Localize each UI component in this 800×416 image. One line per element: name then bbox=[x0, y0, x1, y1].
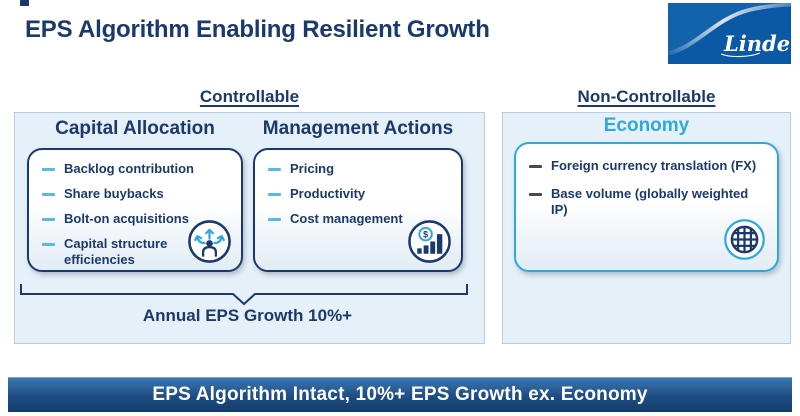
list-item-label: Foreign currency translation (FX) bbox=[551, 158, 757, 173]
list-item-label: Bolt-on acquisitions bbox=[64, 211, 189, 226]
dollar-growth-icon: $ bbox=[408, 220, 451, 263]
economy-box: Foreign currency translation (FX) Base v… bbox=[514, 142, 779, 272]
dash-bullet-icon bbox=[529, 193, 542, 196]
list-item-label: Cost management bbox=[290, 211, 403, 226]
corner-tick bbox=[20, 0, 29, 6]
dash-bullet-icon bbox=[268, 218, 281, 221]
management-actions-box: Pricing Productivity Cost management $ bbox=[253, 148, 463, 272]
dash-bullet-icon bbox=[42, 168, 55, 171]
list-item: Productivity bbox=[268, 186, 451, 202]
globe-icon bbox=[724, 219, 765, 260]
list-item: Base volume (globally weighted IP) bbox=[529, 186, 767, 218]
dash-bullet-icon bbox=[42, 218, 55, 221]
list-item: Bolt-on acquisitions bbox=[42, 211, 231, 227]
list-item-label: Capital structure efficiencies bbox=[64, 236, 168, 267]
svg-text:$: $ bbox=[423, 230, 428, 240]
logo-wordmark: Linde bbox=[723, 31, 790, 56]
economy-title: Economy bbox=[603, 115, 690, 136]
page-title: EPS Algorithm Enabling Resilient Growth bbox=[25, 16, 490, 43]
list-item-label: Productivity bbox=[290, 186, 366, 201]
linde-logo: Linde bbox=[668, 3, 791, 64]
brace-connector bbox=[20, 284, 468, 306]
list-item-label: Backlog contribution bbox=[64, 161, 194, 176]
list-item: Share buybacks bbox=[42, 186, 231, 202]
logo-swoosh-fill bbox=[668, 3, 791, 53]
capital-allocation-title: Capital Allocation bbox=[55, 118, 215, 139]
list-item-label: Base volume (globally weighted IP) bbox=[551, 186, 749, 217]
logo-swoosh-icon bbox=[668, 3, 791, 56]
list-item-label: Pricing bbox=[290, 161, 335, 176]
dash-bullet-icon bbox=[529, 165, 542, 168]
controllable-header: Controllable bbox=[199, 87, 300, 106]
footer-banner: EPS Algorithm Intact, 10%+ EPS Growth ex… bbox=[8, 377, 792, 412]
dash-bullet-icon bbox=[42, 193, 55, 196]
dash-bullet-icon bbox=[268, 168, 281, 171]
list-item: Backlog contribution bbox=[42, 161, 231, 177]
list-item: Pricing bbox=[268, 161, 451, 177]
annual-eps-growth-callout: Annual EPS Growth 10%+ bbox=[142, 306, 353, 325]
dash-bullet-icon bbox=[42, 243, 55, 246]
list-item-label: Share buybacks bbox=[64, 186, 164, 201]
dash-bullet-icon bbox=[268, 193, 281, 196]
list-item: Cost management bbox=[268, 211, 451, 227]
logo-underline-swash bbox=[720, 52, 761, 58]
management-actions-title: Management Actions bbox=[262, 118, 454, 139]
non-controllable-header: Non-Controllable bbox=[577, 87, 716, 106]
list-item: Foreign currency translation (FX) bbox=[529, 158, 767, 174]
person-directions-icon bbox=[188, 220, 231, 263]
list-item: Capital structure efficiencies bbox=[42, 236, 231, 268]
capital-allocation-box: Backlog contribution Share buybacks Bolt… bbox=[27, 148, 243, 272]
